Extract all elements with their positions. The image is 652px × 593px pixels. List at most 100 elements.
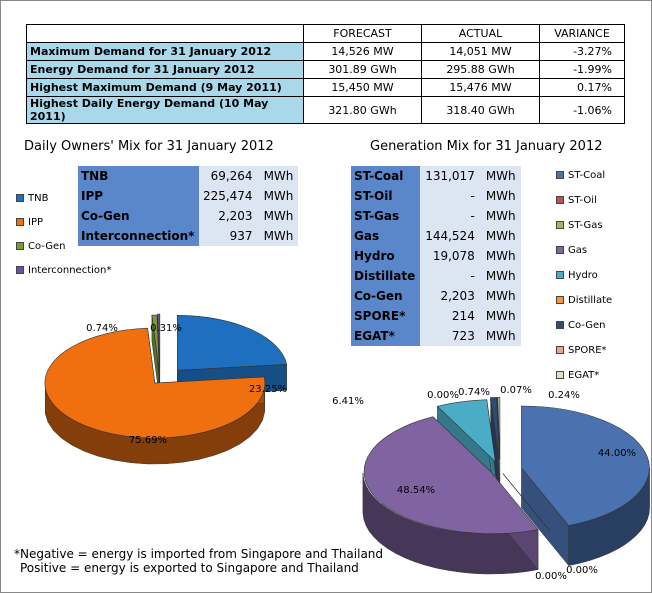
mix-unit: MWh: [255, 166, 298, 186]
legend-swatch: [16, 194, 24, 202]
row-label: Highest Daily Energy Demand (10 May 2011…: [26, 96, 304, 124]
row-actual: 318.40 GWh: [421, 96, 540, 124]
mix-value: 225,474: [199, 186, 256, 206]
table-row: Hydro 19,078 MWh: [351, 246, 521, 266]
legend-item: Distillate: [556, 295, 612, 306]
legend-item: SPORE*: [556, 345, 607, 356]
mix-value: 937: [199, 226, 256, 246]
table-row: Highest Maximum Demand (9 May 2011) 15,4…: [26, 78, 625, 97]
table-row: TNB 69,264 MWh: [78, 166, 298, 186]
table-row: ST-Oil - MWh: [351, 186, 521, 206]
mix-unit: MWh: [477, 266, 521, 286]
pie-slice: [151, 314, 160, 371]
mix-unit: MWh: [477, 286, 521, 306]
demand-summary-table: FORECAST ACTUAL VARIANCE Maximum Demand …: [26, 24, 625, 124]
pie-percent-label: 48.54%: [397, 485, 435, 496]
pie-percent-label: 0.00%: [566, 565, 598, 576]
legend-label: Distillate: [568, 295, 613, 306]
table-header-row: FORECAST ACTUAL VARIANCE: [26, 24, 625, 43]
legend-label: EGAT*: [568, 370, 600, 381]
footnote-line-2: Positive = energy is exported to Singapo…: [20, 561, 359, 575]
table-row: Interconnection* 937 MWh: [78, 226, 298, 246]
mix-label: IPP: [78, 186, 200, 206]
pie-percent-label: 44.00%: [598, 448, 636, 459]
legend-label: Co-Gen: [568, 320, 606, 331]
mix-unit: MWh: [477, 186, 521, 206]
pie-slice: [490, 397, 500, 460]
pie-slice: [157, 313, 161, 370]
table-row: Energy Demand for 31 January 2012 301.89…: [26, 60, 625, 79]
footnote-line-1: *Negative = energy is imported from Sing…: [14, 547, 384, 561]
legend-label: ST-Oil: [568, 195, 597, 206]
row-label: Maximum Demand for 31 January 2012: [26, 42, 304, 61]
mix-unit: MWh: [477, 226, 521, 246]
pie-slice: [489, 398, 499, 461]
mix-value: 144,524: [420, 226, 478, 246]
mix-value: 131,017: [420, 166, 478, 186]
mix-value: 2,203: [420, 286, 478, 306]
legend-swatch: [16, 242, 24, 250]
legend-item: Co-Gen: [556, 320, 606, 331]
legend-swatch: [16, 218, 24, 226]
footnote: *Negative = energy is imported from Sing…: [14, 547, 383, 575]
mix-value: 723: [420, 326, 478, 346]
mix-value: 19,078: [420, 246, 478, 266]
table-row: EGAT* 723 MWh: [351, 326, 521, 346]
row-forecast: 14,526 MW: [303, 42, 422, 61]
mix-label: Gas: [351, 226, 421, 246]
mix-unit: MWh: [477, 306, 521, 326]
mix-label: SPORE*: [351, 306, 421, 326]
generation-mix-title: Generation Mix for 31 January 2012: [370, 139, 603, 154]
pie-percent-label: 0.00%: [427, 390, 459, 401]
legend-item: EGAT*: [556, 370, 599, 381]
legend-label: Interconnection*: [28, 265, 112, 276]
legend-label: Hydro: [568, 270, 598, 281]
row-forecast: 301.89 GWh: [303, 60, 422, 79]
legend-swatch: [556, 196, 564, 204]
pie-slice: [44, 327, 266, 439]
header-variance: VARIANCE: [539, 24, 625, 43]
mix-label: ST-Gas: [351, 206, 421, 226]
row-forecast: 321.80 GWh: [303, 96, 422, 124]
legend-item: ST-Oil: [556, 195, 597, 206]
table-row: IPP 225,474 MWh: [78, 186, 298, 206]
row-label: Energy Demand for 31 January 2012: [26, 60, 304, 79]
pie-slice: [502, 473, 551, 532]
mix-value: -: [420, 186, 478, 206]
table-row: Co-Gen 2,203 MWh: [78, 206, 298, 226]
pie-slice: [176, 314, 288, 371]
generation-mix-table: ST-Coal 131,017 MWh ST-Oil - MWh ST-Gas - MWh …: [351, 166, 521, 346]
mix-value: -: [420, 206, 478, 226]
owners-mix-title: Daily Owners' Mix for 31 January 2012: [24, 139, 274, 154]
legend-label: Co-Gen: [28, 241, 66, 252]
mix-unit: MWh: [255, 206, 298, 226]
legend-swatch: [556, 221, 564, 229]
table-row: Distillate - MWh: [351, 266, 521, 286]
legend-item: Co-Gen: [16, 241, 66, 252]
pie-percent-label: 0.31%: [150, 323, 182, 334]
row-variance: -1.06%: [539, 96, 625, 124]
row-label: Highest Maximum Demand (9 May 2011): [26, 78, 304, 97]
row-actual: 295.88 GWh: [421, 60, 540, 79]
row-variance: -3.27%: [539, 42, 625, 61]
pie-percent-label: 0.24%: [548, 390, 580, 401]
legend-item: Gas: [556, 245, 587, 256]
legend-item: ST-Coal: [556, 170, 605, 181]
mix-label: Co-Gen: [351, 286, 421, 306]
legend-swatch: [556, 321, 564, 329]
table-row: Maximum Demand for 31 January 2012 14,52…: [26, 42, 625, 61]
legend-swatch: [16, 266, 24, 274]
mix-label: Distillate: [351, 266, 421, 286]
owners-mix-table: TNB 69,264 MWh IPP 225,474 MWh Co-Gen 2,203 MW…: [78, 166, 298, 246]
mix-label: Co-Gen: [78, 206, 200, 226]
legend-label: IPP: [28, 217, 44, 228]
header-actual: ACTUAL: [421, 24, 540, 43]
table-row: ST-Coal 131,017 MWh: [351, 166, 521, 186]
legend-label: TNB: [28, 193, 49, 204]
mix-label: ST-Oil: [351, 186, 421, 206]
mix-value: 2,203: [199, 206, 256, 226]
mix-unit: MWh: [477, 206, 521, 226]
mix-unit: MWh: [477, 246, 521, 266]
legend-swatch: [556, 246, 564, 254]
